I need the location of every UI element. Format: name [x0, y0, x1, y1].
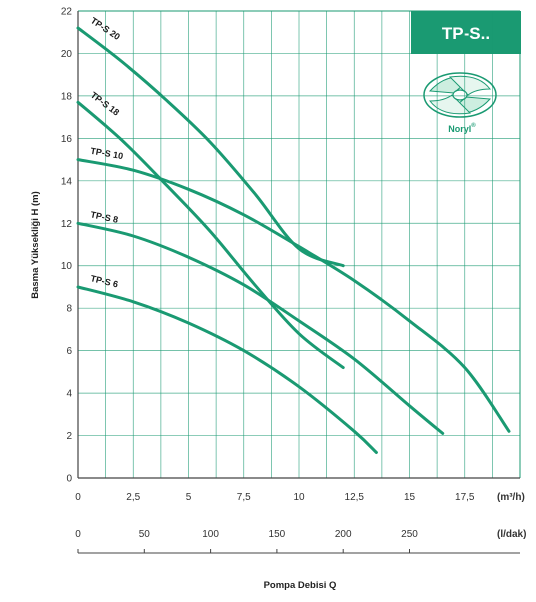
x2-tick-label: 250 [401, 529, 418, 540]
x-tick-labels: 0 2,5 5 7,5 10 12,5 15 17,5 [75, 492, 475, 503]
x-tick-label: 10 [293, 492, 305, 503]
series-label: TP-S 10 [90, 146, 124, 161]
y-tick-label: 10 [61, 261, 73, 272]
x-tick-label: 15 [404, 492, 416, 503]
svg-text:Noryl®: Noryl® [448, 122, 476, 134]
y-tick-label: 0 [66, 474, 72, 485]
x-tick-label: 7,5 [237, 492, 251, 503]
y-tick-label: 18 [61, 91, 73, 102]
x-tick-label: 17,5 [455, 492, 475, 503]
series-curve [76, 26, 345, 268]
x2-axis-unit: (l/dak) [497, 529, 526, 540]
series-curve [76, 221, 445, 435]
y-axis-title: Basma Yüksekliği H (m) [30, 191, 41, 299]
model-badge-title: TP-S.. [442, 24, 490, 43]
x2-tick-label: 50 [139, 529, 151, 540]
x-axis-unit: (m³/h) [497, 492, 525, 503]
y-tick-label: 4 [66, 389, 72, 400]
x-tick-label: 5 [186, 492, 192, 503]
series-curve [76, 100, 345, 370]
y-tick-label: 14 [61, 176, 73, 187]
material-name: Noryl [448, 124, 471, 134]
x2-tick-label: 100 [202, 529, 219, 540]
x-axis-title: Pompa Debisi Q [264, 580, 337, 591]
series-curve [76, 285, 378, 454]
series-label: TP-S 8 [90, 209, 119, 224]
y-tick-label: 2 [66, 431, 72, 442]
model-badge [411, 11, 521, 54]
y-tick-labels: 0 2 4 6 8 10 12 14 16 18 20 22 [61, 7, 73, 485]
x2-tick-label: 0 [75, 529, 81, 540]
x2-tick-label: 200 [335, 529, 352, 540]
x2-tick-labels: 0 50 100 150 200 250 [75, 529, 418, 553]
x2-tick-label: 150 [269, 529, 286, 540]
material-mark: ® [471, 122, 476, 129]
impeller-icon [423, 72, 497, 118]
series-label: TP-S 18 [89, 90, 121, 118]
series-curve [76, 158, 511, 433]
x-tick-label: 0 [75, 492, 81, 503]
y-tick-label: 8 [66, 304, 72, 315]
y-tick-label: 12 [61, 219, 73, 230]
plot-frame [77, 10, 521, 479]
y-tick-label: 6 [66, 346, 72, 357]
x-tick-label: 12,5 [345, 492, 365, 503]
y-tick-label: 22 [61, 7, 73, 18]
y-tick-label: 16 [61, 134, 73, 145]
y-tick-label: 20 [61, 49, 73, 60]
x-tick-label: 2,5 [126, 492, 140, 503]
series-curves [76, 26, 511, 454]
series-label: TP-S 6 [90, 273, 120, 289]
